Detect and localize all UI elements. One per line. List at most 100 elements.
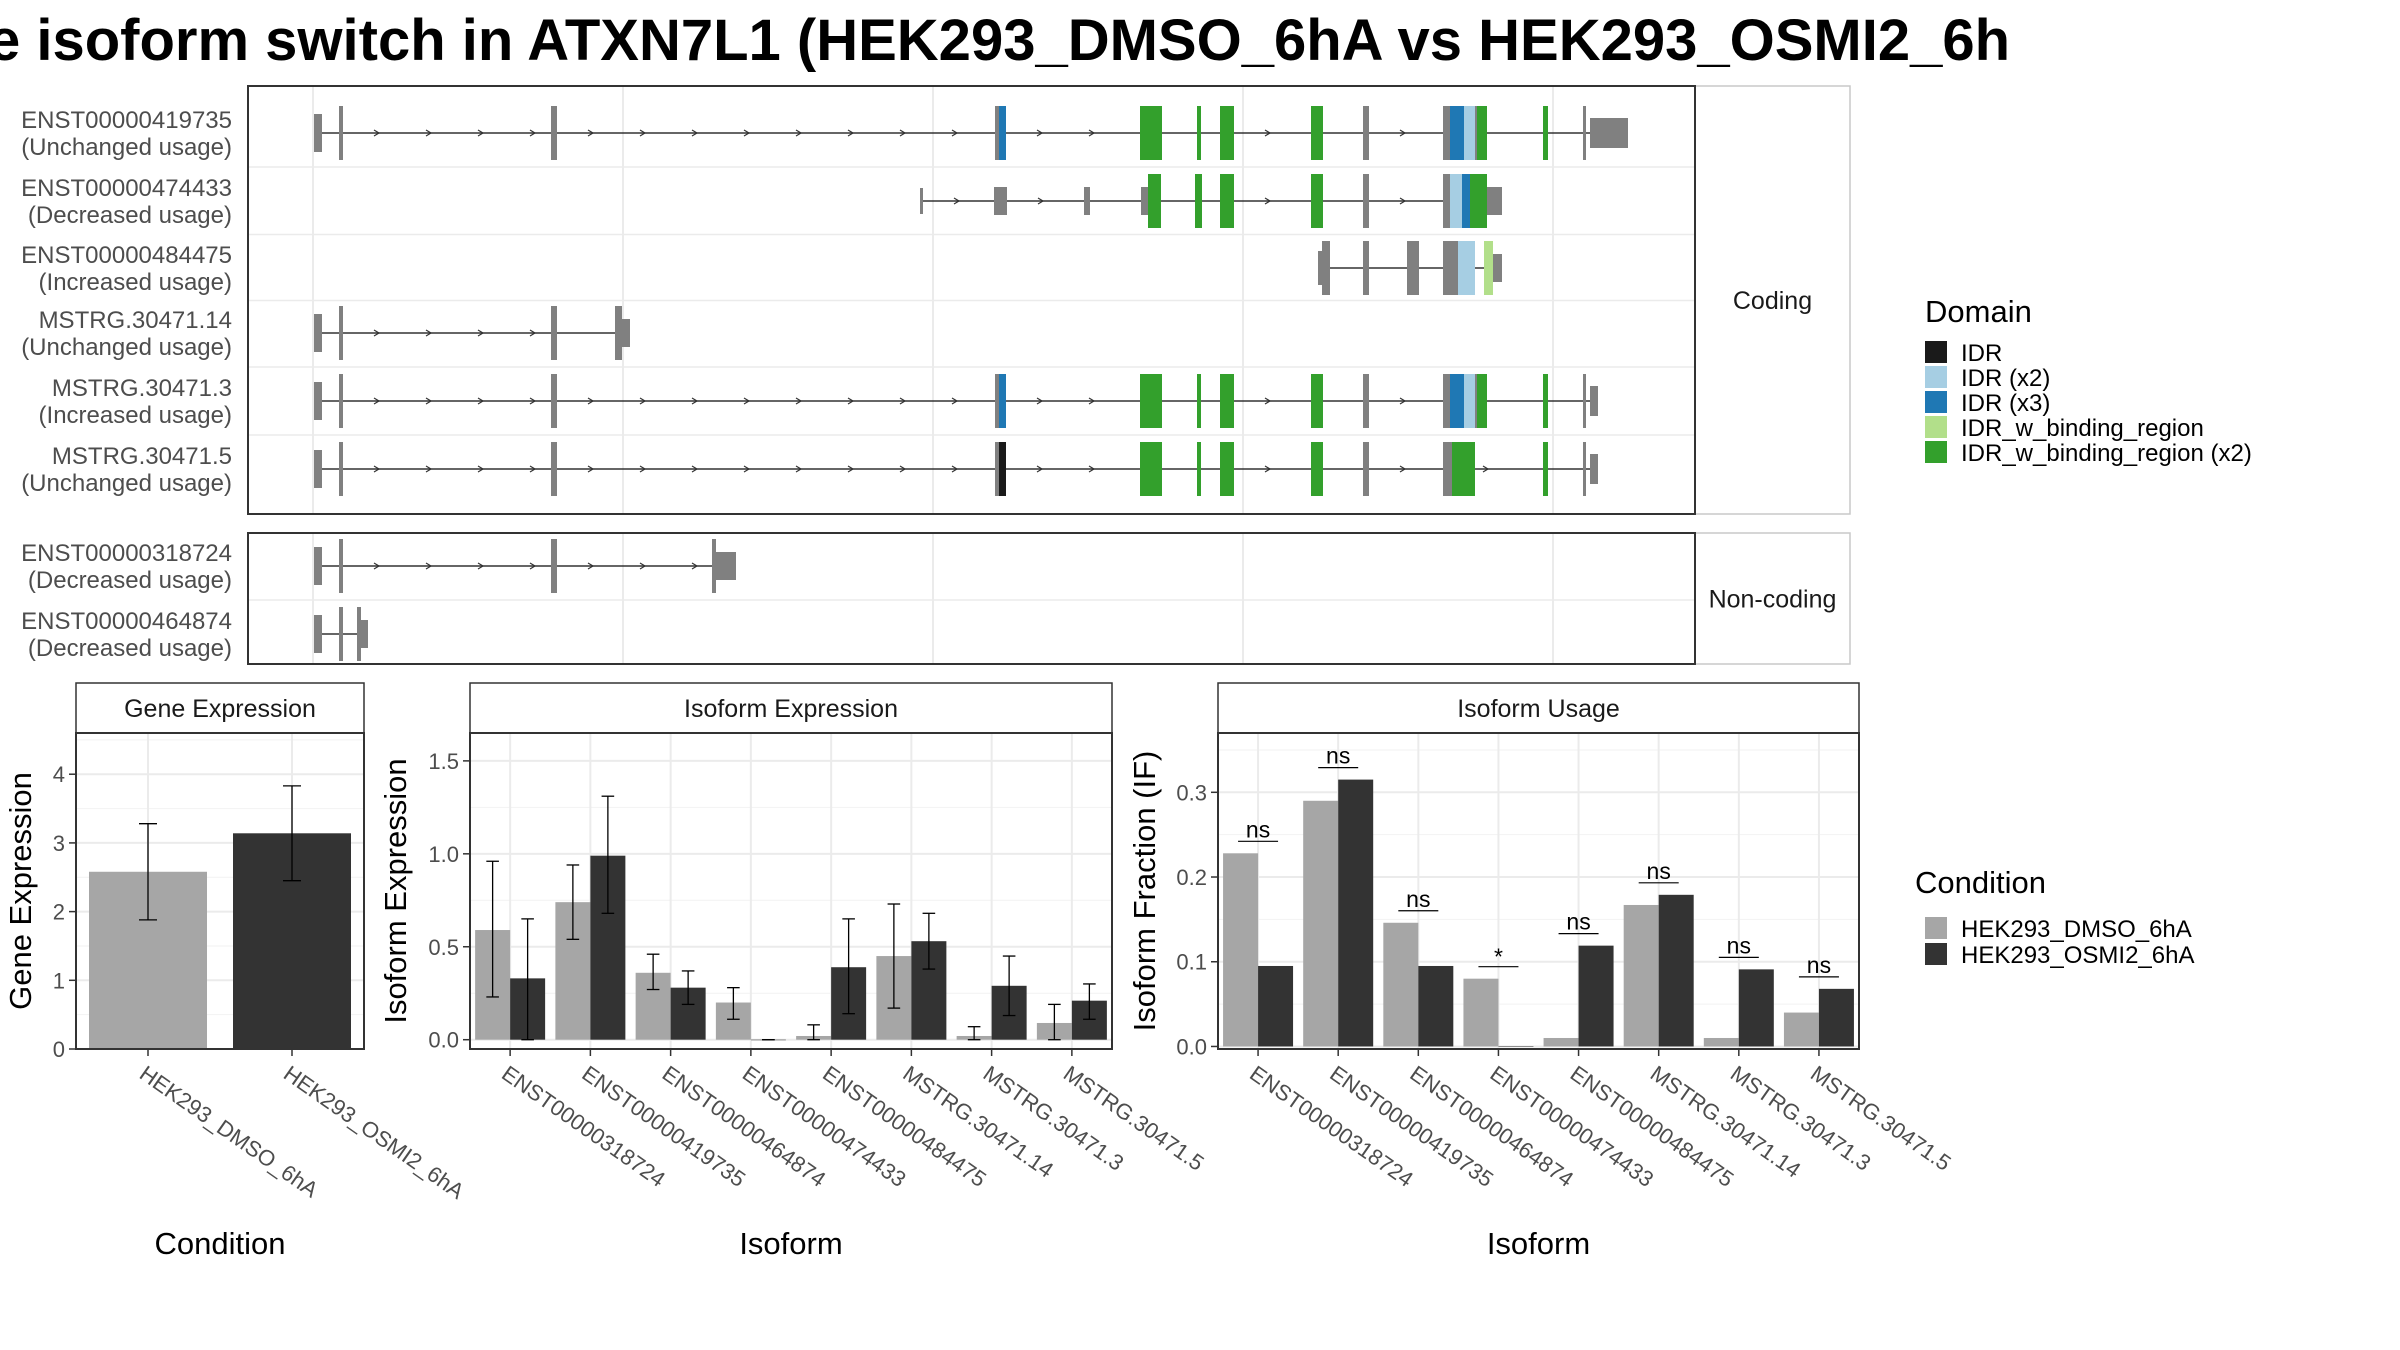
transcript-id-label: MSTRG.30471.14	[39, 307, 232, 334]
condition-legend-item: HEK293_DMSO_6hA	[1925, 916, 2192, 943]
x-axis-title: Condition	[155, 1226, 286, 1261]
intron-direction-arrow	[425, 562, 433, 570]
intron-direction-arrow	[847, 397, 855, 405]
exon	[1084, 187, 1090, 215]
exon	[1583, 442, 1586, 496]
intron-direction-arrow	[691, 562, 699, 570]
facet-strip	[1217, 682, 1860, 734]
y-axis-title: Isoform Expression	[378, 758, 413, 1023]
intron-direction-arrow	[1264, 129, 1272, 137]
exon	[339, 106, 343, 160]
bar	[1543, 1037, 1579, 1047]
bar	[1498, 1046, 1534, 1047]
facet-strip	[75, 682, 365, 734]
exon	[1543, 106, 1548, 160]
intron-direction-arrow	[691, 129, 699, 137]
y-axis-title: Gene Expression	[3, 772, 38, 1010]
intron-direction-arrow	[373, 129, 381, 137]
intron-direction-arrow	[691, 397, 699, 405]
transcript-id-label: ENST00000318724	[21, 540, 232, 567]
exon	[1590, 454, 1598, 484]
structure-panel-border	[247, 85, 1696, 515]
y-tick-label: 2	[53, 900, 65, 925]
exon	[1220, 106, 1234, 160]
intron-direction-arrow	[477, 465, 485, 473]
intron-direction-arrow	[529, 129, 537, 137]
significance-label: *	[1494, 944, 1503, 970]
exon	[314, 114, 322, 152]
bar	[1338, 779, 1374, 1047]
plot-border	[469, 732, 1113, 1050]
facet-strip	[469, 682, 1113, 734]
domain-legend-label: IDR (x3)	[1961, 390, 2050, 417]
exon	[1220, 442, 1234, 496]
intron-direction-arrow	[1036, 465, 1044, 473]
structure-strip-label: Coding	[1733, 287, 1812, 315]
structure-strip	[1694, 532, 1851, 665]
exon	[1583, 106, 1586, 160]
intron-direction-arrow	[899, 129, 907, 137]
domain-legend-item: IDR_w_binding_region	[1925, 415, 2204, 442]
intron-direction-arrow	[951, 465, 959, 473]
intron-direction-arrow	[425, 129, 433, 137]
y-tick-label: 0	[53, 1037, 65, 1062]
exon	[1443, 241, 1458, 295]
exon	[1311, 174, 1323, 228]
intron-direction-arrow	[953, 197, 961, 205]
intron-direction-arrow	[529, 465, 537, 473]
x-tick-label: MSTRG.30471.5	[1806, 1061, 1956, 1176]
significance-label: ns	[1647, 858, 1671, 884]
y-tick-label: 1	[53, 968, 65, 993]
y-tick-label: 4	[53, 762, 65, 787]
intron-direction-arrow	[373, 465, 381, 473]
y-tick-label: 0.1	[1176, 950, 1207, 975]
intron-direction-arrow	[1264, 397, 1272, 405]
transcript-usage-label: (Decreased usage)	[28, 635, 232, 662]
domain-legend-label: IDR	[1961, 340, 2002, 367]
exon	[1484, 241, 1493, 295]
intron-direction-arrow	[1482, 465, 1490, 473]
intron-direction-arrow	[639, 562, 647, 570]
intron-direction-arrow	[1088, 129, 1096, 137]
intron-direction-arrow	[477, 129, 485, 137]
exon	[1477, 106, 1487, 160]
intron-direction-arrow	[529, 397, 537, 405]
exon	[1464, 106, 1475, 160]
isoform-usage-chart: Isoform Usage ns ns ns * ns ns ns ns 0.0 0.1 0.2 0.3…	[1127, 682, 1956, 1261]
y-axis-title: Isoform Fraction (IF)	[1127, 751, 1162, 1032]
bar	[1658, 894, 1694, 1047]
transcript-id-label: MSTRG.30471.3	[52, 375, 232, 402]
significance-label: ns	[1566, 909, 1590, 935]
exon	[1197, 442, 1201, 496]
x-axis-title: Isoform	[739, 1226, 842, 1261]
exon	[1583, 374, 1586, 428]
domain-legend-item: IDR	[1925, 340, 2002, 367]
condition-swatch	[1925, 917, 1947, 939]
condition-swatch	[1925, 943, 1947, 965]
x-axis-title: Isoform	[1487, 1226, 1590, 1261]
exon	[314, 615, 322, 653]
exon	[314, 382, 322, 420]
bar	[1818, 988, 1854, 1047]
exon	[1450, 374, 1464, 428]
exon	[1363, 174, 1369, 228]
exon	[1363, 374, 1369, 428]
transcript-id-label: MSTRG.30471.5	[52, 443, 232, 470]
intron-direction-arrow	[587, 465, 595, 473]
structure-strip	[1694, 85, 1851, 515]
x-tick-label: MSTRG.30471.5	[1059, 1061, 1209, 1176]
exon	[1363, 442, 1369, 496]
exon	[1220, 374, 1234, 428]
exon	[1363, 106, 1369, 160]
bar	[1418, 965, 1454, 1047]
condition-legend-item: HEK293_OSMI2_6hA	[1925, 942, 2194, 969]
intron-direction-arrow	[477, 329, 485, 337]
exon	[551, 306, 557, 360]
domain-swatch	[1925, 416, 1947, 438]
exon	[615, 306, 622, 360]
exon	[1462, 174, 1470, 228]
exon	[1322, 241, 1330, 295]
intron-direction-arrow	[425, 397, 433, 405]
intron-direction-arrow	[639, 397, 647, 405]
domain-legend-label: IDR_w_binding_region (x2)	[1961, 440, 2252, 467]
